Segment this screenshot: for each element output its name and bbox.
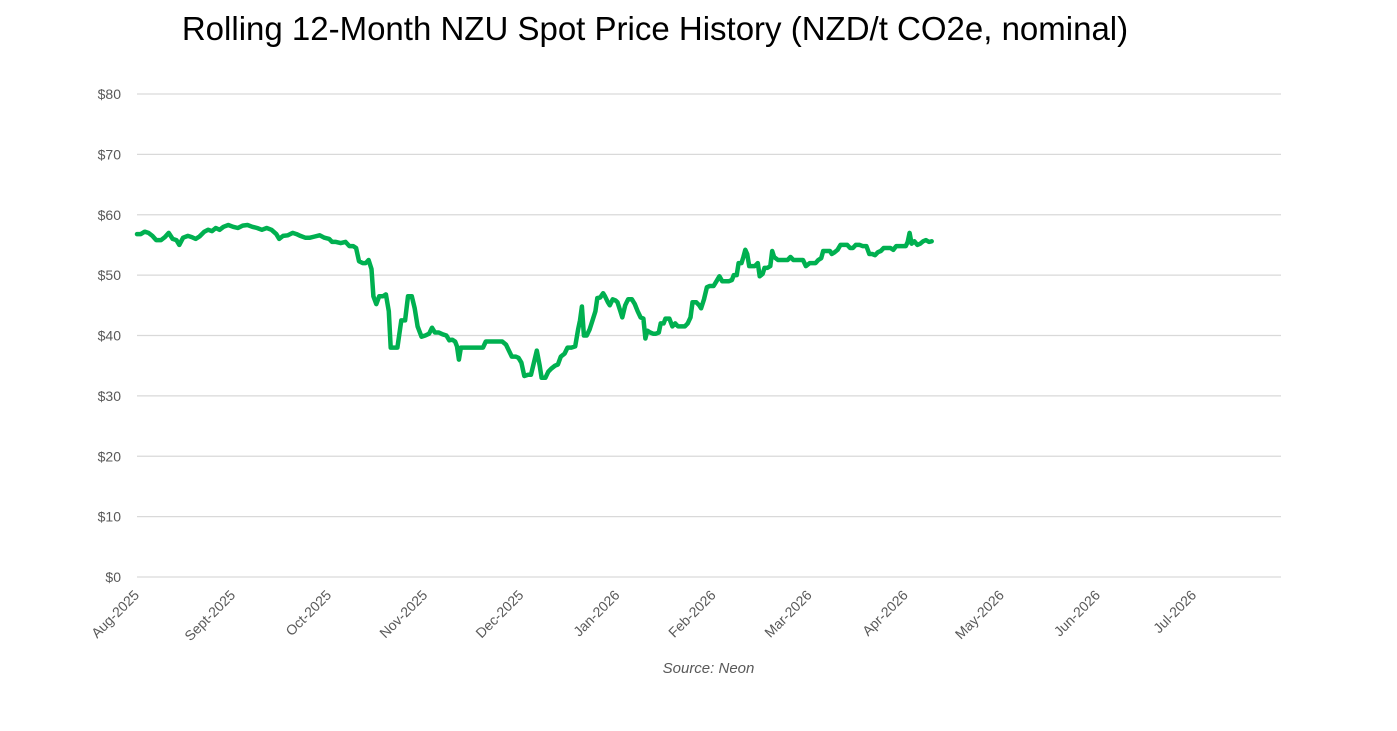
x-tick-label: Apr-2026	[859, 587, 911, 639]
x-tick-label: Feb-2026	[665, 587, 719, 641]
x-tick-label: Mar-2026	[761, 587, 815, 641]
x-tick-label: Jul-2026	[1150, 587, 1199, 636]
price-series-line	[134, 222, 934, 381]
y-tick-label: $60	[98, 207, 122, 223]
y-tick-label: $80	[98, 86, 122, 102]
y-tick-label: $20	[98, 448, 122, 464]
y-tick-label: $10	[98, 509, 122, 525]
source-note: Source: Neon	[662, 660, 755, 677]
x-tick-label: Jan-2026	[570, 587, 623, 640]
x-tick-label: Nov-2025	[376, 587, 430, 641]
gridlines	[137, 93, 1281, 578]
y-tick-label: $70	[98, 146, 122, 162]
y-axis-ticks: $0 $10 $20 $30 $40 $50 $60 $70 $80	[98, 86, 122, 585]
y-tick-label: $0	[105, 569, 121, 585]
y-tick-label: $40	[98, 328, 122, 344]
x-tick-label: Aug-2025	[88, 587, 142, 641]
x-tick-label: Jun-2026	[1051, 587, 1104, 640]
x-tick-label: May-2026	[952, 587, 1007, 642]
x-tick-label: Sept-2025	[181, 587, 238, 644]
y-tick-label: $50	[98, 267, 122, 283]
chart-title: Rolling 12-Month NZU Spot Price History …	[181, 10, 1129, 47]
y-tick-label: $30	[98, 388, 122, 404]
x-tick-label: Dec-2025	[472, 587, 526, 641]
x-tick-label: Oct-2025	[282, 587, 334, 639]
x-axis-ticks: Aug-2025 Sept-2025 Oct-2025 Nov-2025 Dec-202…	[88, 587, 1199, 644]
